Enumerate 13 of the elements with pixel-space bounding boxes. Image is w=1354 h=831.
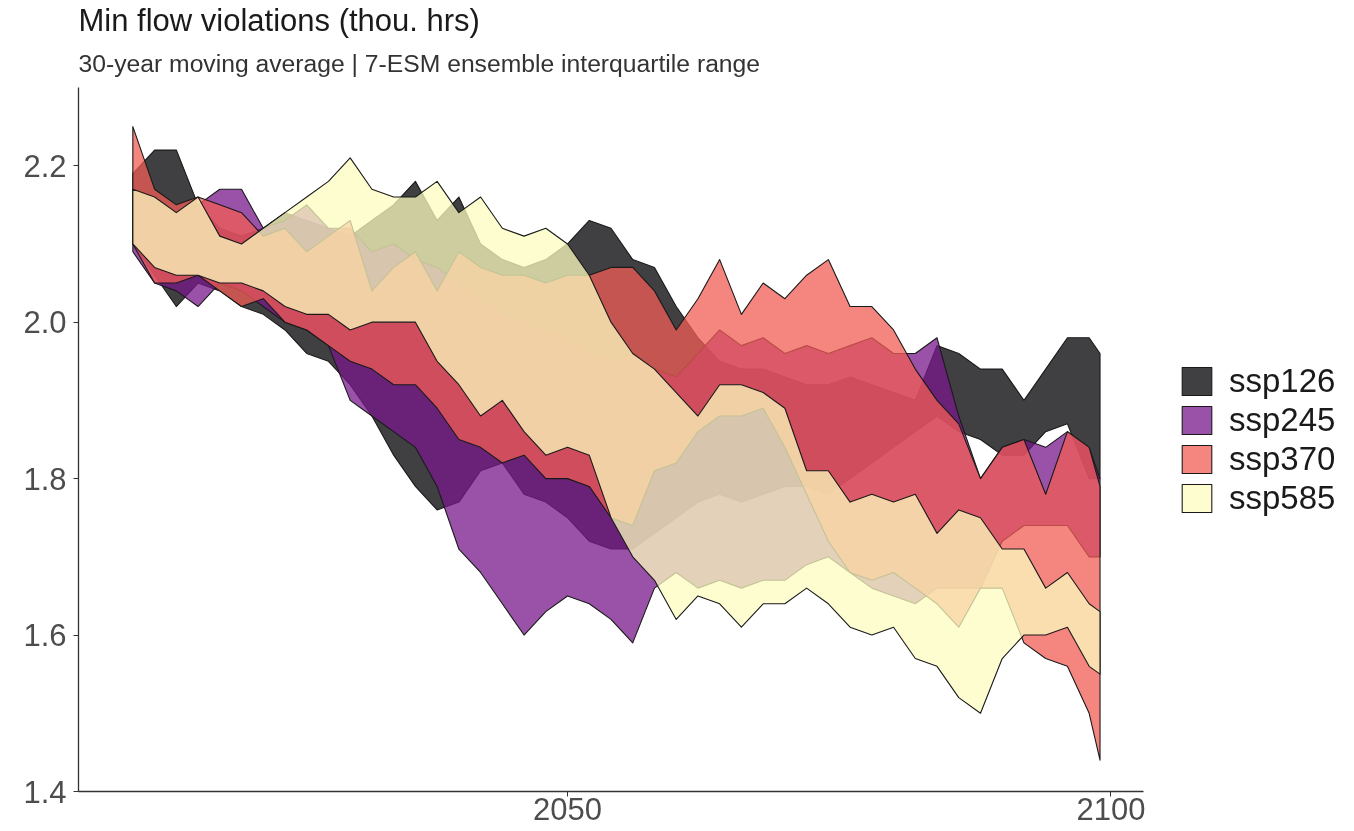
y-tick-label: 2.2 bbox=[23, 148, 67, 184]
legend-label: ssp370 bbox=[1229, 439, 1336, 478]
legend-label: ssp126 bbox=[1229, 361, 1336, 400]
legend-label: ssp585 bbox=[1229, 478, 1336, 517]
y-tick-label: 1.6 bbox=[23, 618, 67, 654]
chart-title: Min flow violations (thou. hrs) bbox=[78, 2, 480, 38]
y-tick-label: 2.0 bbox=[23, 305, 67, 341]
x-tick-label: 2100 bbox=[1076, 791, 1146, 827]
x-tick-label: 2050 bbox=[533, 791, 603, 827]
chart-subtitle: 30-year moving average | 7-ESM ensemble interquartile range bbox=[78, 50, 761, 77]
legend-label: ssp245 bbox=[1229, 400, 1336, 439]
y-tick-label: 1.8 bbox=[23, 461, 67, 497]
y-tick-label: 1.4 bbox=[23, 774, 67, 810]
